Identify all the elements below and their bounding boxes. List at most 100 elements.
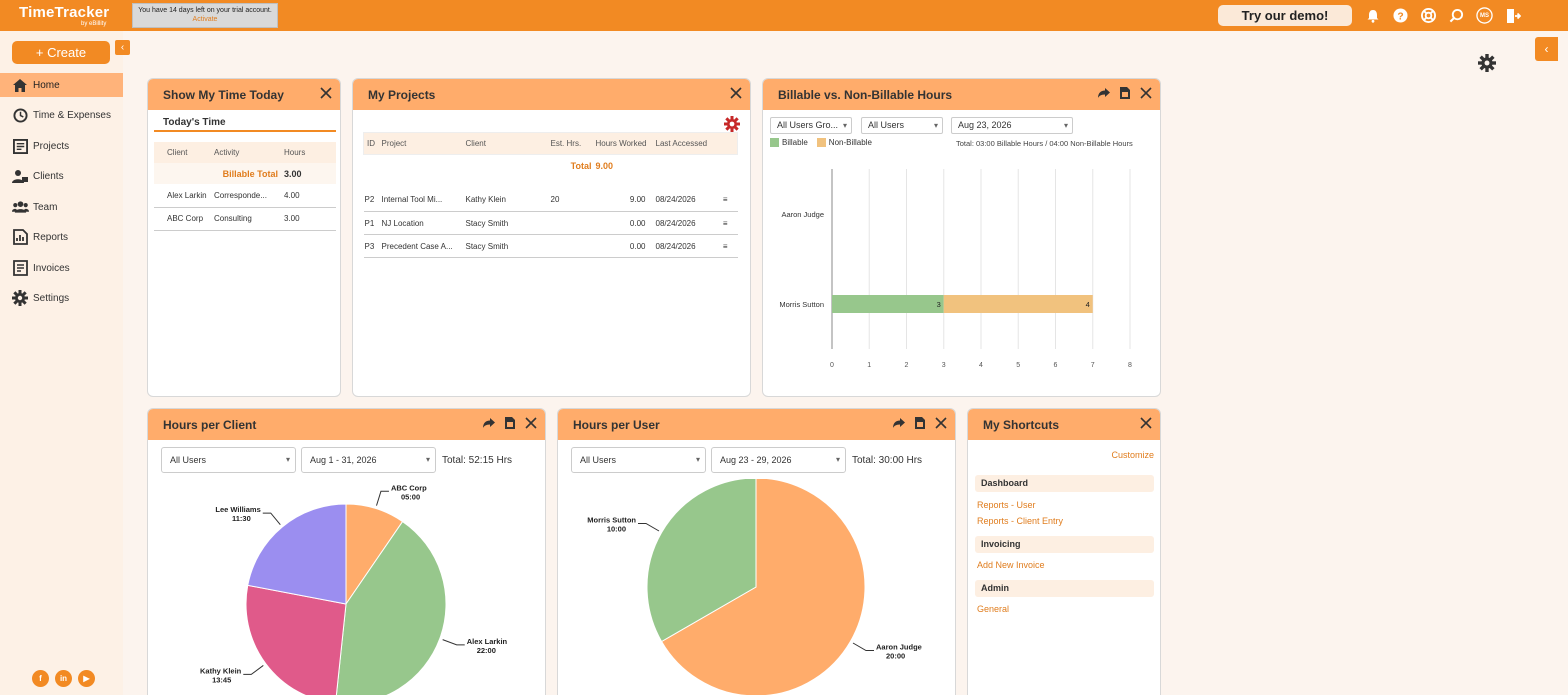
logo-byline: by eBillity [81, 21, 107, 27]
share-icon[interactable] [1096, 85, 1112, 101]
linkedin-icon[interactable]: in [55, 670, 72, 687]
bar-segment[interactable] [943, 295, 1093, 313]
sidebar-item-reports[interactable]: Reports [0, 225, 123, 249]
date-range-select[interactable]: Aug 1 - 31, 2026 [301, 447, 436, 473]
logo[interactable]: TimeTracker by eBillity [19, 4, 109, 27]
row-menu-icon[interactable]: ≡ [722, 218, 728, 228]
table-row[interactable]: Alex Larkin Corresponde... 4.00 [154, 184, 336, 207]
sidebar-item-clients[interactable]: Clients [0, 164, 123, 188]
invoices-icon [11, 259, 29, 277]
column-header: Client [465, 139, 486, 148]
pie-value-label: 11:30 [232, 514, 251, 523]
help-icon[interactable]: ? [1391, 6, 1410, 25]
bell-icon[interactable] [1363, 6, 1382, 25]
table-row[interactable]: P3 Precedent Case A... Stacy Smith 0.00 … [363, 235, 738, 258]
close-icon[interactable] [318, 85, 334, 101]
close-icon[interactable] [523, 415, 539, 431]
total-value: 9.00 [595, 160, 614, 171]
row-menu-icon[interactable]: ≡ [722, 195, 728, 205]
dashboard-settings-icon[interactable] [1478, 54, 1496, 72]
cell-client: Alex Larkin [167, 190, 207, 200]
pie-label: Kathy Klein [200, 666, 242, 675]
x-tick-label: 7 [1091, 362, 1095, 369]
sidebar-item-team[interactable]: Team [0, 195, 123, 219]
billable-total-label: Billable Total [222, 168, 278, 179]
share-icon[interactable] [481, 415, 497, 431]
shortcut-link[interactable]: General [977, 604, 1010, 614]
search-icon[interactable] [1447, 6, 1466, 25]
users-select[interactable]: All Users [861, 117, 943, 134]
billable-total-value: 3.00 [284, 168, 302, 179]
date-select[interactable]: Aug 23, 2026 [951, 117, 1073, 134]
tab-todays-time[interactable]: Today's Time [154, 117, 336, 132]
pie-label: Morris Sutton [587, 516, 636, 525]
sidebar-item-projects[interactable]: Projects [0, 134, 123, 158]
user-group-select[interactable]: All Users Gro... [770, 117, 852, 134]
row-menu-icon[interactable]: ≡ [722, 241, 728, 251]
table-row[interactable]: P2 Internal Tool Mi... Kathy Klein 20 9.… [363, 189, 738, 212]
shortcut-link[interactable]: Reports - Client Entry [977, 516, 1064, 526]
export-icon[interactable] [1117, 85, 1133, 101]
create-button[interactable]: + Create [12, 41, 110, 64]
cell-hours: 4.00 [284, 190, 300, 200]
collapse-sidebar-button[interactable]: ‹ [115, 40, 130, 55]
facebook-icon[interactable]: f [32, 670, 49, 687]
close-icon[interactable] [933, 415, 949, 431]
pie-slice[interactable] [660, 479, 866, 695]
shortcut-link[interactable]: Reports - User [977, 500, 1036, 510]
sidebar-item-label: Invoices [33, 262, 70, 274]
pie-slice[interactable] [335, 520, 447, 695]
export-icon[interactable] [912, 415, 928, 431]
cell-project[interactable]: Precedent Case A... [381, 241, 453, 251]
sidebar: + Create ‹ Home Time & Expenses Projects… [0, 31, 130, 695]
cell-project[interactable]: Internal Tool Mi... [381, 195, 443, 205]
table-header-row: Client Activity Hours [154, 142, 336, 163]
export-icon[interactable] [502, 415, 518, 431]
total-hours-text: Total: 52:15 Hrs [442, 455, 513, 466]
sidebar-item-invoices[interactable]: Invoices [0, 256, 123, 280]
logout-icon[interactable] [1503, 6, 1522, 25]
right-panel-toggle[interactable]: ‹ [1535, 37, 1558, 61]
table-row[interactable]: P1 NJ Location Stacy Smith 0.00 08/24/20… [363, 212, 738, 235]
billable-total-row: Billable Total 3.00 [154, 163, 336, 184]
activate-link[interactable]: Activate [192, 16, 218, 23]
youtube-icon[interactable]: ▶ [78, 670, 95, 687]
avatar-initials: MS [1480, 12, 1489, 19]
top-bar: TimeTracker by eBillity You have 14 days… [0, 0, 1568, 31]
x-tick-label: 3 [942, 362, 946, 369]
sidebar-item-time-expenses[interactable]: Time & Expenses [0, 103, 123, 127]
users-select[interactable]: All Users [161, 447, 296, 473]
sidebar-item-settings[interactable]: Settings [0, 286, 123, 310]
sidebar-item-label: Time & Expenses [33, 109, 111, 121]
customize-link[interactable]: Customize [1111, 450, 1154, 460]
avatar[interactable]: MS [1475, 6, 1494, 25]
cell-est-hours: 20 [550, 195, 560, 205]
cell-last-accessed: 08/24/2026 ≡ [656, 212, 738, 235]
cell-last-accessed: 08/24/2026 ≡ [656, 189, 738, 212]
date-range-select[interactable]: Aug 23 - 29, 2026 [711, 447, 846, 473]
project-settings-icon[interactable] [724, 116, 740, 132]
try-demo-button[interactable]: Try our demo! [1218, 5, 1352, 26]
pie-slice[interactable] [646, 479, 757, 643]
close-icon[interactable] [1138, 415, 1154, 431]
sidebar-item-label: Clients [33, 170, 64, 182]
cell-activity: Consulting [214, 214, 252, 223]
support-icon[interactable] [1419, 6, 1438, 25]
shortcut-link[interactable]: Add New Invoice [977, 560, 1045, 570]
sidebar-item-label: Reports [33, 231, 69, 243]
cell-hours-worked: 0.00 [629, 241, 646, 251]
sidebar-item-home[interactable]: Home [0, 73, 123, 97]
close-icon[interactable] [728, 85, 744, 101]
table-row[interactable]: ABC Corp Consulting 3.00 [154, 207, 336, 230]
bar-segment[interactable] [832, 295, 944, 313]
share-icon[interactable] [891, 415, 907, 431]
shortcut-section-invoicing: Invoicing [975, 536, 1154, 553]
widget-title: My Shortcuts [983, 417, 1060, 432]
pie-slice[interactable] [245, 584, 347, 695]
legend-swatch-billable [770, 138, 779, 147]
close-icon[interactable] [1138, 85, 1154, 101]
pie-slice[interactable] [247, 503, 347, 605]
projects-table: ID Project Client Est. Hrs. Hours Worked… [363, 132, 738, 258]
users-select[interactable]: All Users [571, 447, 706, 473]
cell-project[interactable]: NJ Location [381, 218, 424, 228]
